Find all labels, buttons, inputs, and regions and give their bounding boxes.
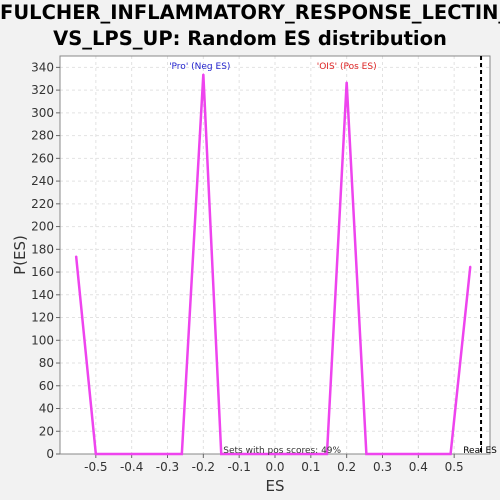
x-tick-label: 0.1 [301,460,320,474]
y-tick-label: 180 [31,242,54,256]
x-tick-label: -0.2 [192,460,215,474]
data-point [365,453,368,455]
y-tick-label: 40 [39,402,54,416]
y-tick-label: 260 [31,151,54,165]
x-tick-label: -0.1 [227,460,250,474]
es-distribution-line [74,74,472,456]
y-tick-label: 100 [31,333,54,347]
y-tick-label: 80 [39,356,54,370]
y-tick-label: 320 [31,83,54,97]
data-point [469,265,472,268]
data-point [345,81,348,83]
y-tick-label: 0 [46,447,54,461]
x-tick-label: -0.4 [120,460,143,474]
data-point [449,453,452,455]
x-tick-label: 0.3 [373,460,392,474]
annotation-label: 'Pro' (Neg ES) [169,62,230,72]
y-tick-label: 20 [39,424,54,438]
data-point [326,453,328,455]
data-point [181,453,183,455]
x-tick-label: 0.5 [445,460,464,474]
data-point [202,73,205,75]
chart-title: FULCHER_INFLAMMATORY_RESPONSE_LECTIN_ VS… [0,0,500,52]
x-tick-label: -0.3 [156,460,179,474]
annotation-label: 'OIS' (Pos ES) [317,62,377,72]
y-tick-label: 120 [31,311,54,325]
y-tick-label: 220 [31,197,54,211]
x-tick-label: -0.5 [84,460,107,474]
y-tick-label: 340 [31,60,54,74]
x-tick-label: 0.4 [409,460,428,474]
pos-scores-text: Sets with pos scores: 49% [223,446,341,456]
y-tick-label: 300 [31,106,54,120]
y-tick-label: 280 [31,129,54,143]
y-axis-label: P(ES) [11,235,29,275]
y-tick-label: 140 [31,288,54,302]
y-tick-label: 60 [39,379,54,393]
y-tick-label: 160 [31,265,54,279]
y-tick-label: 200 [31,220,54,234]
chart-title-line-1: FULCHER_INFLAMMATORY_RESPONSE_LECTIN_ [0,1,500,24]
y-tick-label: 240 [31,174,54,188]
x-axis-label: ES [266,477,285,495]
real-es-label: Real ES [463,446,497,456]
data-point [220,453,223,455]
data-point [95,453,97,455]
data-point [75,255,77,257]
x-tick-label: 0.2 [337,460,356,474]
x-tick-label: 0.0 [265,460,284,474]
chart-title-line-2: VS_LPS_UP: Random ES distribution [53,27,447,50]
